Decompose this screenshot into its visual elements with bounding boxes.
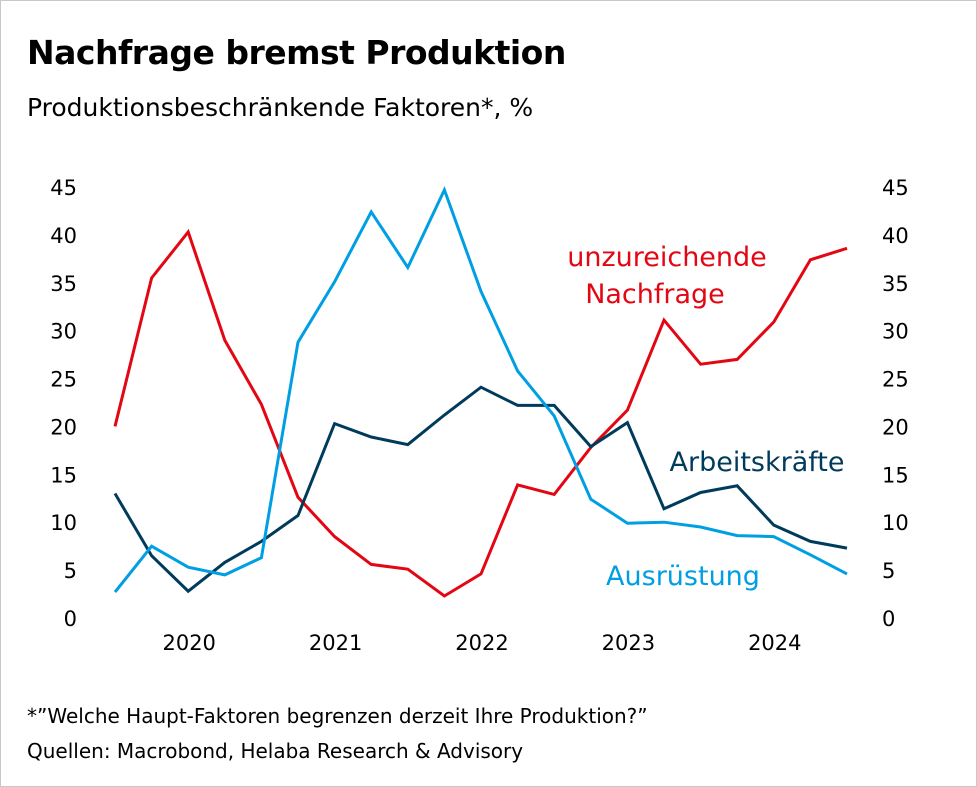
y-tick-label-right: 20 xyxy=(882,415,909,439)
x-tick-label: 2021 xyxy=(309,631,362,655)
series-lines xyxy=(113,185,848,598)
y-tick-label-right: 0 xyxy=(882,607,895,631)
chart-subtitle: Produktionsbeschränkende Faktoren*, % xyxy=(27,93,534,122)
series-line-arbeitskräfte xyxy=(113,385,848,594)
y-tick-label-left: 45 xyxy=(50,176,77,200)
x-tick-label: 2020 xyxy=(162,631,215,655)
y-axis-left: 0 5 10 15 20 25 30 35 40 45 xyxy=(50,176,77,631)
y-tick-label-right: 15 xyxy=(882,463,909,487)
series-line-unzureichende-nachfrage xyxy=(113,228,848,598)
series-label: Ausrüstung xyxy=(606,561,760,592)
y-tick-label-right: 5 xyxy=(882,559,895,583)
y-tick-label-left: 40 xyxy=(50,224,77,248)
y-tick-label-right: 40 xyxy=(882,224,909,248)
y-axis-right: 0 5 10 15 20 25 30 35 40 45 xyxy=(882,176,909,631)
y-tick-label-right: 35 xyxy=(882,272,909,296)
series-labels: unzureichende Nachfrage Arbeitskräfte Ausrü… xyxy=(567,242,844,592)
y-tick-label-right: 45 xyxy=(882,176,909,200)
series-label: unzureichende xyxy=(567,242,767,273)
y-tick-label-left: 20 xyxy=(50,415,77,439)
source-note: Quellen: Macrobond, Helaba Research & Ad… xyxy=(27,739,524,763)
y-tick-label-left: 10 xyxy=(50,511,77,535)
series-label: Nachfrage xyxy=(585,279,725,310)
line-chart: 0 5 10 15 20 25 30 35 40 45 0 5 10 15 20 25 30 35 40 45 20… xyxy=(50,176,909,655)
y-tick-label-right: 25 xyxy=(882,368,909,392)
y-tick-label-left: 15 xyxy=(50,463,77,487)
y-tick-label-left: 35 xyxy=(50,272,77,296)
x-axis: 2020 2021 2022 2023 2024 xyxy=(162,631,801,655)
series-line-ausrüstung xyxy=(113,185,848,594)
y-tick-label-left: 5 xyxy=(64,559,77,583)
footnote: *”Welche Haupt-Faktoren begrenzen derzei… xyxy=(27,704,648,728)
y-tick-label-left: 30 xyxy=(50,320,77,344)
x-tick-label: 2024 xyxy=(748,631,801,655)
y-tick-label-left: 0 xyxy=(64,607,77,631)
y-tick-label-right: 30 xyxy=(882,320,909,344)
x-tick-label: 2023 xyxy=(602,631,655,655)
y-tick-label-left: 25 xyxy=(50,368,77,392)
chart-title: Nachfrage bremst Produktion xyxy=(27,33,566,72)
y-tick-label-right: 10 xyxy=(882,511,909,535)
series-label: Arbeitskräfte xyxy=(670,447,845,478)
x-tick-label: 2022 xyxy=(455,631,508,655)
